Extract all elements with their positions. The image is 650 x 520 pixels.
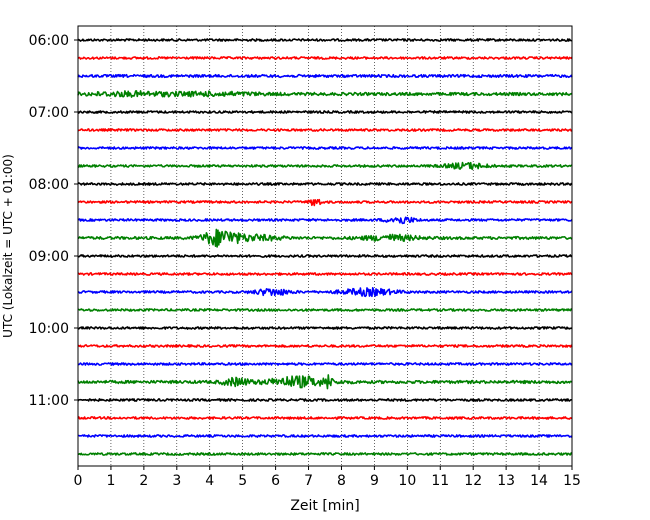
trace-0900 (77, 254, 573, 258)
x-axis-ticks: 0 1 2 3 4 5 6 7 8 9 10 11 12 13 14 15 (74, 466, 581, 489)
plot-frame (77, 25, 573, 467)
trace-0815 (77, 198, 573, 207)
grid-lines (110, 26, 540, 466)
x-tick-label-7: 7 (304, 473, 313, 489)
trace-1100 (77, 398, 573, 402)
trace-0715 (77, 128, 573, 132)
x-tick-label-5: 5 (238, 473, 247, 489)
y-axis-label: UTC (Lokalzeit = UTC + 01:00) (1, 154, 15, 338)
trace-0845 (77, 228, 573, 248)
trace-0915 (77, 272, 573, 276)
trace-0800 (77, 182, 573, 186)
x-tick-label-9: 9 (370, 473, 379, 489)
x-tick-label-8: 8 (337, 473, 346, 489)
trace-1045 (77, 374, 573, 390)
x-tick-label-10: 10 (398, 473, 416, 489)
trace-0615 (77, 56, 573, 60)
x-tick-label-2: 2 (139, 473, 148, 489)
trace-0700 (77, 110, 573, 114)
y-axis-ticks: 06:00 07:00 08:00 09:00 10:00 11:00 (29, 33, 78, 409)
x-tick-label-14: 14 (530, 473, 548, 489)
trace-1015 (77, 344, 573, 348)
trace-1145 (77, 452, 573, 456)
x-tick-label-12: 12 (464, 473, 482, 489)
x-tick-label-15: 15 (563, 473, 581, 489)
x-axis-label: Zeit [min] (290, 498, 359, 514)
x-tick-label-11: 11 (431, 473, 449, 489)
x-tick-label-1: 1 (106, 473, 115, 489)
trace-0930 (77, 287, 573, 298)
y-tick-label-5: 11:00 (29, 393, 69, 409)
trace-0730 (77, 146, 573, 150)
x-tick-label-4: 4 (205, 473, 214, 489)
trace-0630 (77, 73, 573, 79)
trace-0745 (77, 161, 573, 170)
y-tick-label-1: 07:00 (29, 105, 69, 121)
y-tick-label-0: 06:00 (29, 33, 69, 49)
x-tick-label-6: 6 (271, 473, 280, 489)
trace-1130 (77, 434, 573, 438)
trace-1115 (77, 416, 573, 420)
trace-series (77, 38, 573, 456)
trace-1000 (77, 326, 573, 330)
y-tick-label-4: 10:00 (29, 321, 69, 337)
trace-0600 (77, 38, 573, 42)
x-tick-label-13: 13 (497, 473, 515, 489)
y-tick-label-3: 09:00 (29, 249, 69, 265)
x-tick-label-0: 0 (74, 473, 83, 489)
y-tick-label-2: 08:00 (29, 177, 69, 193)
trace-0830 (77, 216, 573, 225)
trace-0945 (77, 308, 573, 312)
trace-0645 (77, 90, 573, 98)
trace-1030 (77, 362, 573, 366)
x-tick-label-3: 3 (172, 473, 181, 489)
